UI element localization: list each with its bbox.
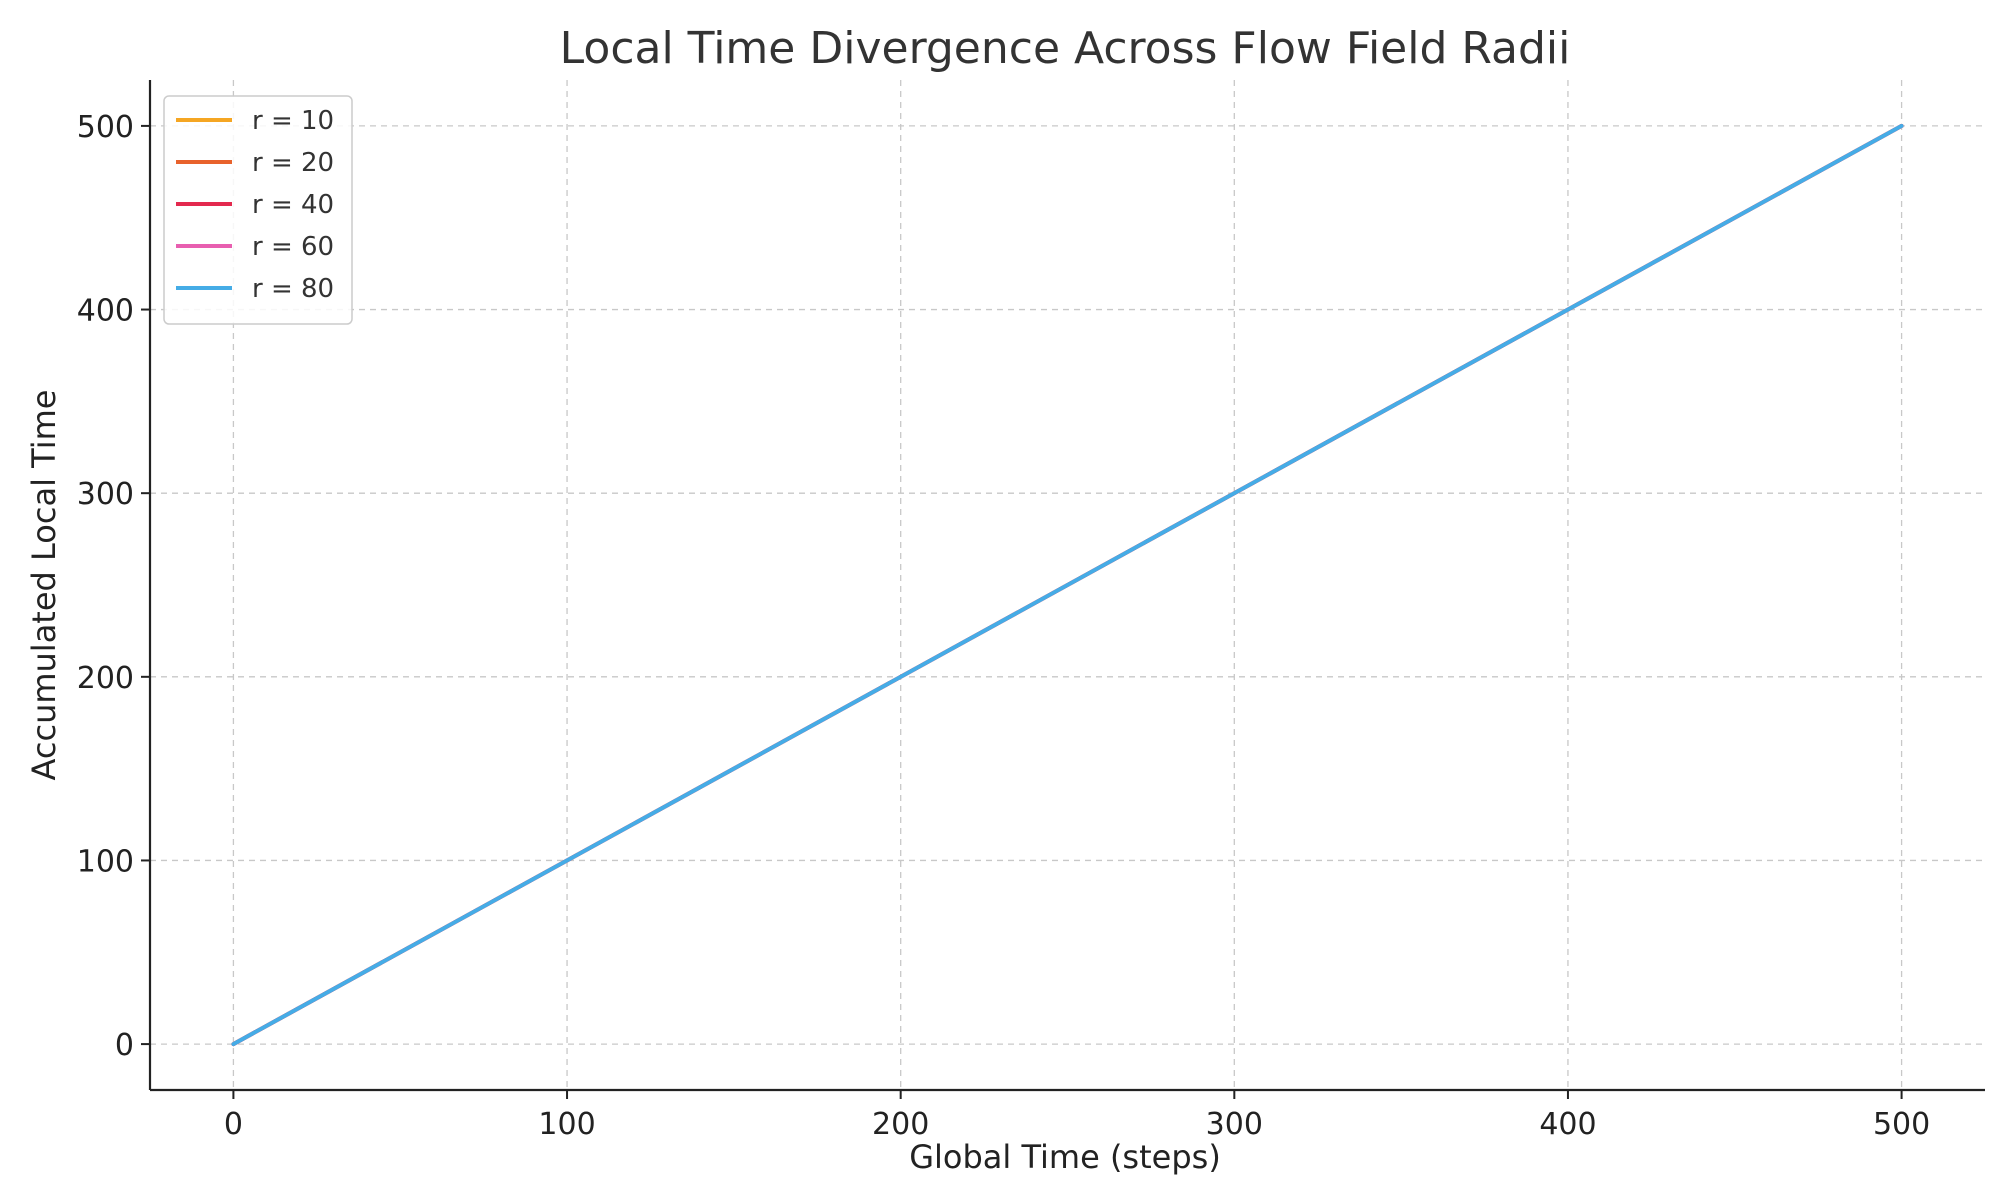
- legend: r = 10 r = 20 r = 40 r = 60 r = 80: [163, 95, 353, 325]
- x-tick-label: 200: [872, 1107, 929, 1142]
- y-tick-label: 100: [77, 844, 134, 879]
- series-lines: [231, 123, 1904, 1047]
- legend-label: r = 20: [252, 148, 334, 178]
- x-axis-title: Global Time (steps): [909, 1138, 1221, 1176]
- chart-title: Local Time Divergence Across Flow Field …: [560, 23, 1571, 74]
- tick-labels: 0 100 200 300 400 500 0 100 200 300 400 500: [77, 110, 1930, 1142]
- x-tick-label: 0: [224, 1107, 243, 1142]
- legend-label: r = 40: [252, 190, 334, 220]
- grid: [150, 80, 1985, 1090]
- y-tick-label: 200: [77, 661, 134, 696]
- x-tick-label: 300: [1206, 1107, 1263, 1142]
- x-tick-label: 400: [1539, 1107, 1596, 1142]
- y-tick-label: 400: [77, 294, 134, 329]
- legend-label: r = 10: [252, 106, 334, 136]
- y-tick-label: 500: [77, 110, 134, 145]
- y-tick-label: 0: [115, 1028, 134, 1063]
- axes: [141, 80, 1985, 1099]
- legend-label: r = 60: [252, 232, 334, 262]
- series-line-4: [231, 123, 1904, 1047]
- y-axis-title: Accumulated Local Time: [25, 390, 63, 781]
- y-tick-label: 300: [77, 477, 134, 512]
- x-tick-label: 500: [1873, 1107, 1930, 1142]
- legend-box: [163, 95, 353, 325]
- legend-label: r = 80: [252, 274, 334, 304]
- x-tick-label: 100: [538, 1107, 595, 1142]
